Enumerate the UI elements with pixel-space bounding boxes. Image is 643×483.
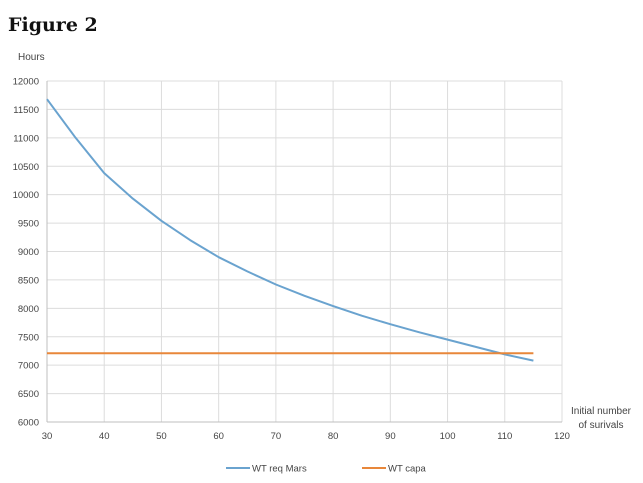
y-axis-title: Hours bbox=[18, 52, 45, 63]
y-tick-label: 8500 bbox=[18, 275, 39, 286]
y-tick-label: 6000 bbox=[18, 418, 39, 429]
x-tick-label: 110 bbox=[497, 431, 512, 442]
x-tick-label: 80 bbox=[328, 431, 339, 442]
x-tick-label: 40 bbox=[99, 431, 110, 442]
legend-label-wt-capa: WT capa bbox=[388, 464, 427, 475]
legend-label-wt-req-mars: WT req Mars bbox=[252, 464, 307, 475]
y-tick-label: 6500 bbox=[18, 389, 39, 400]
y-tick-label: 10500 bbox=[13, 162, 39, 173]
y-tick-label: 8000 bbox=[18, 304, 39, 315]
x-tick-label: 30 bbox=[42, 431, 53, 442]
y-tick-label: 12000 bbox=[13, 77, 39, 88]
y-tick-label: 9500 bbox=[18, 219, 39, 230]
y-tick-label: 11000 bbox=[13, 133, 39, 144]
legend: WT req Mars WT capa bbox=[226, 464, 427, 475]
x-axis-title-line-1: Initial number bbox=[571, 406, 632, 417]
x-tick-label: 100 bbox=[440, 431, 456, 442]
y-tick-label: 7500 bbox=[18, 332, 39, 343]
figure-title: Figure 2 bbox=[8, 14, 98, 36]
grid-lines bbox=[46, 80, 563, 423]
y-tick-label: 11500 bbox=[13, 105, 39, 116]
x-tick-labels: 30 40 50 60 70 80 90 100 110 120 bbox=[42, 431, 570, 442]
x-tick-label: 70 bbox=[271, 431, 282, 442]
y-tick-labels: 12000 11500 11000 10500 10000 9500 9000 8500 800… bbox=[13, 77, 39, 429]
x-tick-label: 60 bbox=[213, 431, 224, 442]
x-tick-label: 50 bbox=[156, 431, 167, 442]
y-tick-label: 7000 bbox=[18, 361, 39, 372]
x-tick-label: 90 bbox=[385, 431, 396, 442]
x-tick-label: 120 bbox=[554, 431, 570, 442]
series-line-wt-req-mars bbox=[46, 98, 534, 362]
y-tick-label: 10000 bbox=[13, 190, 39, 201]
y-tick-label: 9000 bbox=[18, 247, 39, 258]
plot-series bbox=[46, 98, 534, 362]
x-axis-title-line-2: of surivals bbox=[578, 420, 623, 431]
